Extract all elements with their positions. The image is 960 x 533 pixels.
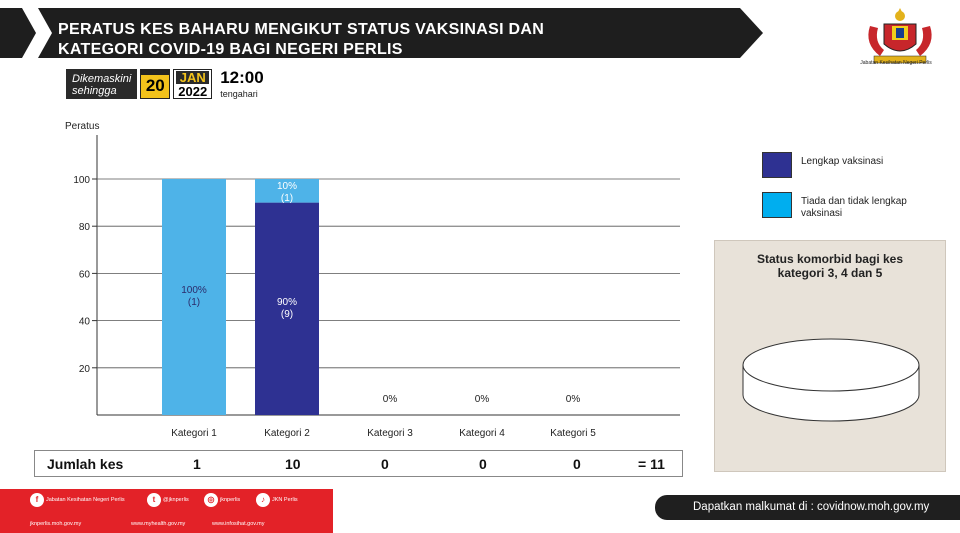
- footer-social-bar: f Jabatan Kesihatan Negeri Perlis t @jkn…: [0, 489, 333, 533]
- data-label-count-1-1: (1): [188, 297, 200, 308]
- total-label: Jumlah kes: [47, 456, 124, 472]
- update-month: JAN: [176, 71, 210, 84]
- y-tick-label-60: 60: [79, 269, 91, 280]
- calendar-day-icon: 20: [140, 69, 171, 99]
- title-banner: PERATUS KES BAHARU MENGIKUT STATUS VAKSI…: [0, 8, 763, 58]
- chart-legend: Lengkap vaksinasi Tiada dan tidak lengka…: [762, 152, 931, 234]
- data-label-zero-4: 0%: [475, 394, 490, 405]
- legend-item-incomplete: Tiada dan tidak lengkap vaksinasi: [762, 192, 931, 220]
- update-year: 2022: [178, 84, 208, 99]
- total-sum: = 11: [638, 456, 665, 472]
- twitter-icon: t: [147, 493, 161, 507]
- y-tick-label-80: 80: [79, 222, 91, 233]
- total-cases-row: Jumlah kes 1 10 0 0 0 = 11: [34, 450, 683, 477]
- data-label-pct-1-1: 100%: [181, 285, 207, 296]
- title-line-1: PERATUS KES BAHARU MENGIKUT STATUS VAKSI…: [58, 21, 545, 38]
- total-kategori-5: 0: [573, 456, 581, 472]
- update-month-year: JAN 2022: [173, 69, 213, 99]
- x-tick-label-5: Kategori 5: [550, 428, 596, 439]
- x-tick-label-4: Kategori 4: [459, 428, 505, 439]
- total-kategori-1: 1: [193, 456, 201, 472]
- title-line-2: KATEGORI COVID-19 BAGI NEGERI PERLIS: [58, 41, 403, 58]
- instagram-icon: ◎: [204, 493, 218, 507]
- info-banner: Dapatkan malkumat di : covidnow.moh.gov.…: [655, 495, 960, 520]
- update-timestamp: Dikemaskini sehingga 20 JAN 2022 12:00 t…: [66, 67, 264, 101]
- data-label-pct-2-1: 10%: [277, 181, 297, 192]
- facebook-icon: f: [30, 493, 44, 507]
- data-label-count-2-0: (9): [281, 309, 293, 320]
- title-banner-shape: [0, 8, 763, 58]
- update-day: 20: [145, 76, 165, 95]
- empty-pie-chart: [742, 338, 920, 422]
- social-twitter[interactable]: t @jknperlis: [147, 493, 189, 507]
- legend-label-incomplete: Tiada dan tidak lengkap vaksinasi: [801, 196, 907, 219]
- website-link-myhealth[interactable]: www.myhealth.gov.my: [131, 521, 186, 527]
- total-kategori-4: 0: [479, 456, 487, 472]
- bar-incomplete-2: [255, 179, 319, 203]
- data-label-count-2-1: (1): [281, 193, 293, 204]
- legend-item-complete: Lengkap vaksinasi: [762, 152, 931, 178]
- update-time: 12:00 tengahari: [220, 67, 264, 99]
- website-link-infosihat[interactable]: www.infosihat.gov.my: [212, 521, 265, 527]
- tiktok-icon: ♪: [256, 493, 270, 507]
- comorbid-panel: Status komorbid bagi kes kategori 3, 4 d…: [714, 240, 946, 472]
- legend-swatch-complete: [762, 152, 792, 178]
- x-tick-label-3: Kategori 3: [367, 428, 413, 439]
- y-tick-label-20: 20: [79, 364, 91, 375]
- update-label: Dikemaskini sehingga: [66, 69, 138, 99]
- y-tick-label-100: 100: [73, 175, 90, 186]
- website-link-jkn[interactable]: jknperlis.moh.gov.my: [30, 521, 82, 527]
- social-tiktok[interactable]: ♪ JKN Perlis: [256, 493, 298, 507]
- x-tick-label-2: Kategori 2: [264, 428, 310, 439]
- y-axis-label: Peratus: [65, 121, 99, 132]
- comorbid-title: Status komorbid bagi kes kategori 3, 4 d…: [756, 252, 904, 280]
- legend-swatch-incomplete: [762, 192, 792, 218]
- y-tick-label-40: 40: [79, 317, 91, 328]
- bar-incomplete-1: [162, 179, 226, 415]
- legend-label-complete: Lengkap vaksinasi: [801, 156, 884, 167]
- total-kategori-3: 0: [381, 456, 389, 472]
- bar-complete-2: [255, 202, 319, 415]
- total-kategori-2: 10: [285, 456, 301, 472]
- department-label: Jabatan Kesihatan Negeri Perlis: [860, 60, 932, 66]
- data-label-zero-5: 0%: [566, 394, 581, 405]
- x-tick-label-1: Kategori 1: [171, 428, 217, 439]
- page-title: PERATUS KES BAHARU MENGIKUT STATUS VAKSI…: [58, 20, 544, 60]
- social-instagram[interactable]: ◎ jknperlis: [204, 493, 240, 507]
- data-label-pct-2-0: 90%: [277, 297, 297, 308]
- malaysia-crest-logo: [856, 6, 944, 70]
- social-facebook[interactable]: f Jabatan Kesihatan Negeri Perlis: [30, 493, 125, 507]
- data-label-zero-3: 0%: [383, 394, 398, 405]
